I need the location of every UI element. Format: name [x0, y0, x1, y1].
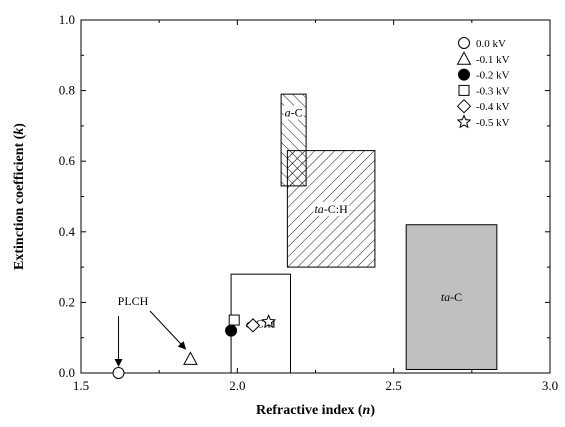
y-tick-label: 0.0 [59, 365, 75, 380]
x-tick-label: 1.5 [73, 378, 89, 393]
annotation-label: PLCH [118, 294, 149, 308]
legend-marker [458, 37, 470, 49]
legend-marker [458, 68, 470, 81]
legend-label: -0.5 kV [476, 117, 510, 129]
y-tick-label: 0.6 [59, 153, 76, 168]
legend-marker [456, 98, 472, 114]
legend-marker [458, 84, 470, 96]
legend-label: -0.1 kV [476, 54, 510, 66]
region-box [230, 273, 291, 374]
legend-marker [456, 51, 472, 65]
x-tick-label: 2.0 [229, 378, 245, 393]
legend-label: -0.4 kV [476, 101, 510, 113]
legend-label: -0.3 kV [476, 85, 510, 97]
y-tick-label: 0.4 [59, 224, 76, 239]
data-point [228, 314, 240, 326]
x-tick-label: 3.0 [542, 378, 558, 393]
region-box [405, 224, 498, 370]
region-label: ta-C [441, 290, 462, 304]
region-label: a-C [285, 105, 303, 119]
y-tick-label: 0.2 [59, 294, 75, 309]
x-axis-label: Refractive index (n) [256, 403, 375, 418]
data-point [225, 324, 238, 337]
data-point [245, 318, 261, 333]
data-point [261, 314, 277, 329]
data-point [183, 351, 198, 365]
data-point [112, 367, 125, 379]
legend-marker [456, 114, 472, 129]
y-axis-label: Extinction coefficient (k) [12, 123, 27, 270]
y-tick-label: 0.8 [59, 83, 75, 98]
region-label: ta-C:H [314, 202, 348, 216]
region-overlap [287, 150, 307, 186]
x-tick-label: 2.5 [386, 378, 402, 393]
annotation-arrow [149, 310, 187, 350]
y-tick-label: 1.0 [59, 12, 75, 27]
legend-label: 0.0 kV [476, 38, 506, 50]
legend-label: -0.2 kV [476, 70, 510, 82]
